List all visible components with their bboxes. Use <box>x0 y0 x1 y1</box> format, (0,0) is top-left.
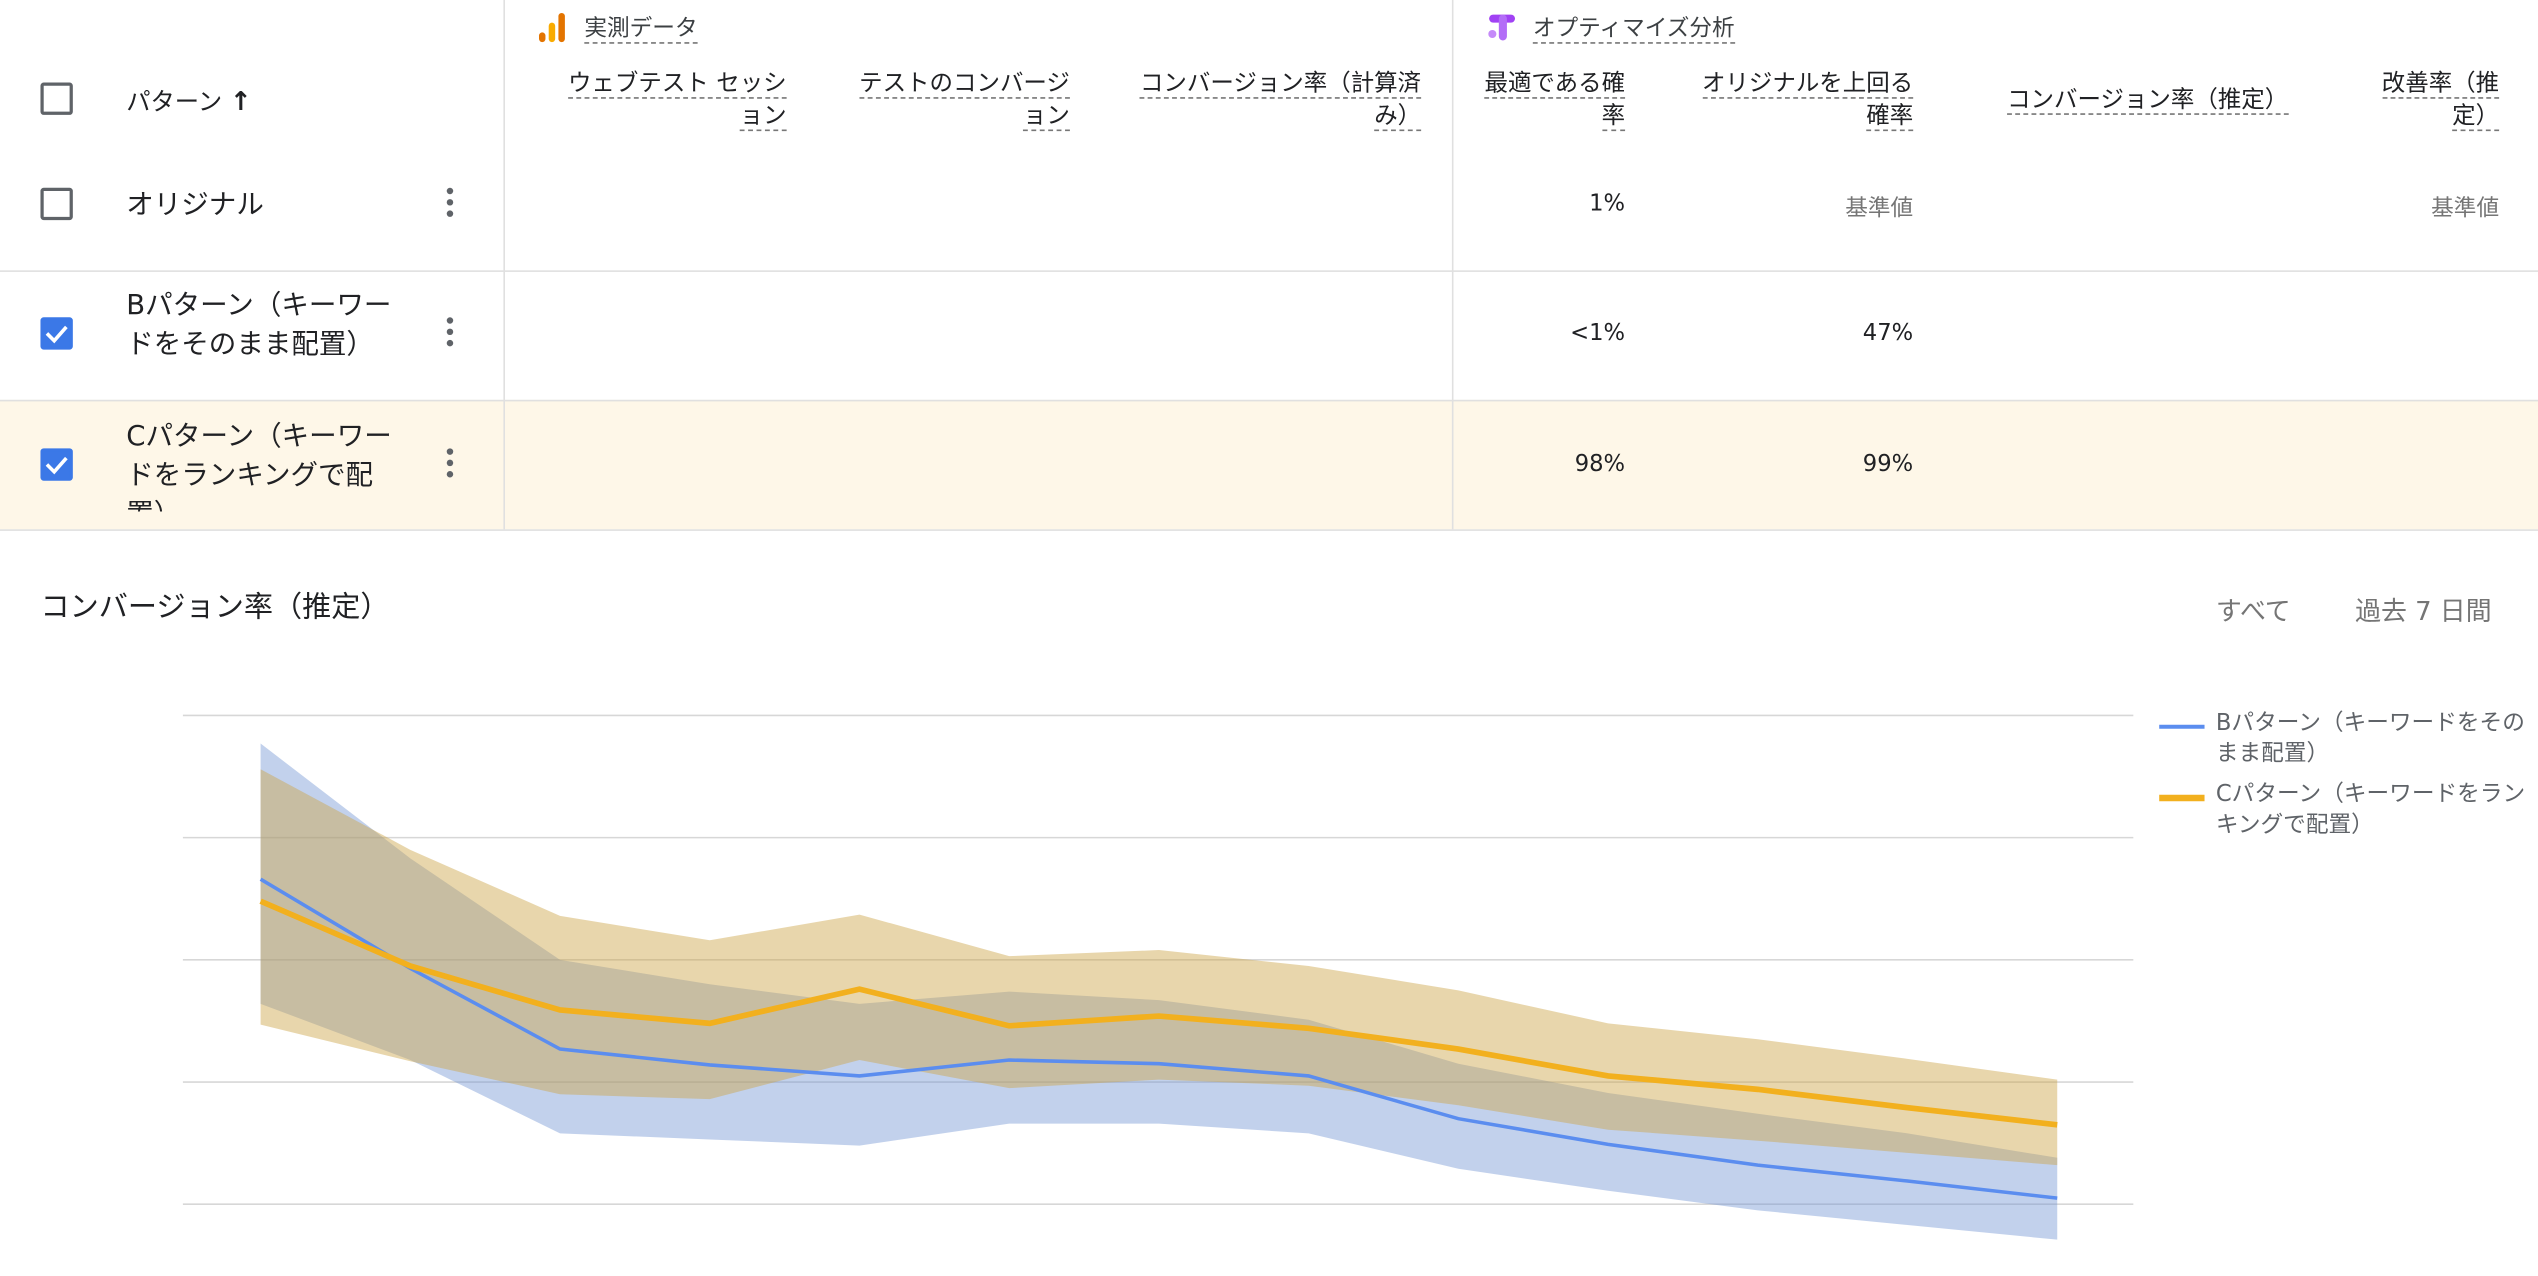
row-menu[interactable] <box>446 187 454 222</box>
column-header-text: ウェブテスト セッション <box>567 71 787 132</box>
group-label: 実測データ <box>584 11 698 44</box>
row-divider <box>0 270 2538 272</box>
column-header[interactable]: テストのコンバージョン <box>842 68 1070 133</box>
legend-label: Cパターン（キーワードをランキングで配置） <box>2215 781 2526 839</box>
column-header-text: 改善率（推定） <box>2381 71 2500 132</box>
column-header-text: コンバージョン率（計算済み） <box>1139 71 1422 132</box>
row-name: Bパターン（キーワードをそのまま配置） <box>126 289 392 361</box>
row-menu[interactable] <box>446 317 454 351</box>
column-header[interactable]: 最適である確率 <box>1465 68 1626 133</box>
row-checkbox[interactable] <box>40 448 73 481</box>
cell: <1% <box>1570 320 1626 347</box>
column-header-text: オリジナルを上回る確率 <box>1701 71 1914 132</box>
column-header[interactable]: ウェブテスト セッション <box>550 68 787 133</box>
legend-entry: Cパターン（キーワードをランキングで配置） <box>2215 781 2526 839</box>
row-name: Cパターン（キーワードをランキングで配置） <box>126 420 392 512</box>
column-header: パターン <box>126 87 223 117</box>
row-divider <box>0 399 2538 402</box>
cell: 98% <box>1574 451 1626 478</box>
cell: 99% <box>1862 451 1914 478</box>
row-menu[interactable] <box>446 448 454 482</box>
row-checkbox[interactable] <box>40 317 73 350</box>
group-label-text: オプティマイズ分析 <box>1532 16 1735 44</box>
row-checkbox[interactable] <box>40 187 73 221</box>
optimize-icon <box>1488 14 1516 41</box>
chart: Bパターン（キーワードをそのまま配置） Cパターン（キーワードをランキングで配置） <box>182 710 2526 1240</box>
legend-entry: Bパターン（キーワードをそのまま配置） <box>2215 710 2525 768</box>
row-name: オリジナル <box>126 189 264 222</box>
cell: 基準値 <box>1845 195 1914 222</box>
column-header[interactable]: コンバージョン率（推定） <box>2007 84 2315 116</box>
column-header-text: 最適である確率 <box>1484 71 1626 132</box>
column-divider <box>503 0 506 530</box>
confidence-band <box>260 743 2058 1240</box>
series-line <box>259 898 2058 1128</box>
filter-button[interactable]: すべて <box>2215 595 2291 627</box>
cell: 47% <box>1862 320 1914 347</box>
column-header-text: テストのコンバージョン <box>859 71 1070 132</box>
filter-button[interactable]: 過去 7 日間 <box>2355 595 2492 627</box>
chart-title: コンバージョン率（推定） <box>40 590 390 625</box>
legend-label: Bパターン（キーワードをそのまま配置） <box>2215 710 2525 768</box>
cell: 1% <box>1589 190 1626 217</box>
column-divider <box>1451 0 1454 530</box>
select-all-checkbox[interactable] <box>40 82 73 115</box>
column-header[interactable]: 改善率（推定） <box>2379 68 2500 133</box>
cell: 基準値 <box>2431 195 2500 222</box>
check-mark <box>45 325 68 344</box>
group-label-text: 実測データ <box>584 16 698 44</box>
group-label: オプティマイズ分析 <box>1532 11 1735 44</box>
analytics-icon <box>538 12 565 43</box>
column-header-text: コンバージョン率（推定） <box>2007 87 2289 115</box>
check-mark <box>45 456 68 475</box>
row-highlight <box>0 399 2538 530</box>
column-header[interactable]: オリジナルを上回る確率 <box>1683 68 1914 133</box>
row-divider <box>0 529 2538 531</box>
column-header[interactable]: コンバージョン率（計算済み） <box>1128 68 1422 133</box>
sort-header[interactable]: パターン ↑ <box>126 85 252 117</box>
series-line <box>259 877 2058 1200</box>
